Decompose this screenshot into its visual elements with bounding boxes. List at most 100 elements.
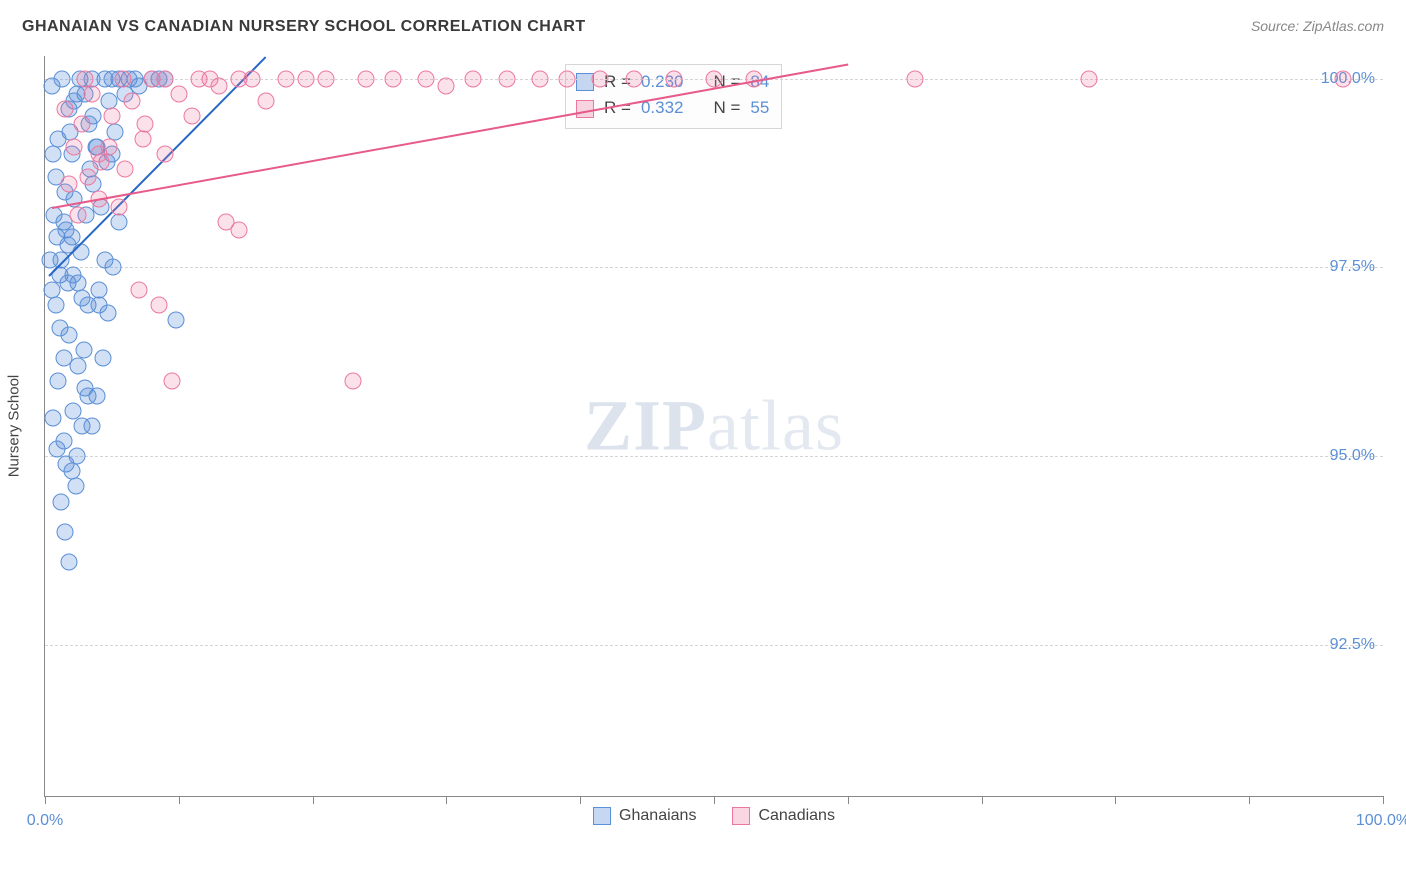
data-point <box>55 350 72 367</box>
data-point <box>625 70 642 87</box>
x-tick <box>848 796 849 804</box>
data-point <box>465 70 482 87</box>
x-tick <box>580 796 581 804</box>
legend-swatch <box>593 807 611 825</box>
data-point <box>438 78 455 95</box>
x-tick <box>1249 796 1250 804</box>
y-tick-label: 95.0% <box>1330 447 1375 465</box>
y-tick-label: 97.5% <box>1330 258 1375 276</box>
data-point <box>66 138 83 155</box>
data-point <box>46 206 63 223</box>
data-point <box>532 70 549 87</box>
data-point <box>150 297 167 314</box>
data-point <box>418 70 435 87</box>
data-point <box>1080 70 1097 87</box>
data-point <box>50 372 67 389</box>
data-point <box>45 146 62 163</box>
data-point <box>47 297 64 314</box>
data-point <box>65 402 82 419</box>
data-point <box>74 115 91 132</box>
legend-label: Canadians <box>758 807 835 825</box>
data-point <box>110 199 127 216</box>
data-point <box>79 168 96 185</box>
data-point <box>57 523 74 540</box>
data-point <box>358 70 375 87</box>
data-point <box>344 372 361 389</box>
gridline-h <box>45 267 1383 268</box>
data-point <box>70 357 87 374</box>
data-point <box>498 70 515 87</box>
data-point <box>168 312 185 329</box>
data-point <box>90 297 107 314</box>
x-tick <box>179 796 180 804</box>
data-point <box>117 161 134 178</box>
data-point <box>110 214 127 231</box>
gridline-h <box>45 456 1383 457</box>
data-point <box>53 251 70 268</box>
legend-swatch <box>732 807 750 825</box>
n-label: N = <box>713 95 740 121</box>
data-point <box>384 70 401 87</box>
data-point <box>257 93 274 110</box>
data-point <box>231 221 248 238</box>
data-point <box>74 418 91 435</box>
x-tick <box>714 796 715 804</box>
data-point <box>164 372 181 389</box>
data-point <box>592 70 609 87</box>
y-axis-label: Nursery School <box>6 375 23 478</box>
data-point <box>97 251 114 268</box>
data-point <box>63 463 80 480</box>
legend-swatch <box>576 100 594 118</box>
data-point <box>130 282 147 299</box>
scatter-plot: ZIPatlas R =0.230N =84R =0.332N =55 Ghan… <box>44 56 1383 797</box>
legend-label: Ghanaians <box>619 807 696 825</box>
data-point <box>184 108 201 125</box>
data-point <box>317 70 334 87</box>
data-point <box>70 206 87 223</box>
data-point <box>170 85 187 102</box>
x-tick-label: 0.0% <box>27 812 63 830</box>
y-tick-label: 92.5% <box>1330 636 1375 654</box>
data-point <box>94 350 111 367</box>
data-point <box>49 440 66 457</box>
data-point <box>137 115 154 132</box>
x-tick <box>1115 796 1116 804</box>
watermark: ZIPatlas <box>584 385 844 468</box>
data-point <box>134 131 151 148</box>
data-point <box>57 100 74 117</box>
data-point <box>157 146 174 163</box>
data-point <box>101 138 118 155</box>
x-tick <box>1383 796 1384 804</box>
data-point <box>157 70 174 87</box>
data-point <box>1334 70 1351 87</box>
data-point <box>51 319 68 336</box>
data-point <box>558 70 575 87</box>
gridline-h <box>45 645 1383 646</box>
source-attribution: Source: ZipAtlas.com <box>1251 18 1384 34</box>
data-point <box>706 70 723 87</box>
legend-item: Ghanaians <box>593 807 696 825</box>
data-point <box>59 274 76 291</box>
data-point <box>63 229 80 246</box>
data-point <box>54 70 71 87</box>
data-point <box>906 70 923 87</box>
data-point <box>79 387 96 404</box>
series-legend: Ghanaians Canadians <box>45 807 1383 830</box>
x-tick <box>313 796 314 804</box>
data-point <box>297 70 314 87</box>
x-tick <box>982 796 983 804</box>
n-value: 55 <box>750 95 769 121</box>
data-point <box>45 410 62 427</box>
legend-item: Canadians <box>732 807 835 825</box>
chart-title: GHANAIAN VS CANADIAN NURSERY SCHOOL CORR… <box>22 18 586 36</box>
x-tick-label: 100.0% <box>1356 812 1406 830</box>
x-tick <box>446 796 447 804</box>
data-point <box>103 108 120 125</box>
data-point <box>665 70 682 87</box>
data-point <box>244 70 261 87</box>
data-point <box>114 70 131 87</box>
data-point <box>69 448 86 465</box>
data-point <box>277 70 294 87</box>
data-point <box>210 78 227 95</box>
data-point <box>61 176 78 193</box>
